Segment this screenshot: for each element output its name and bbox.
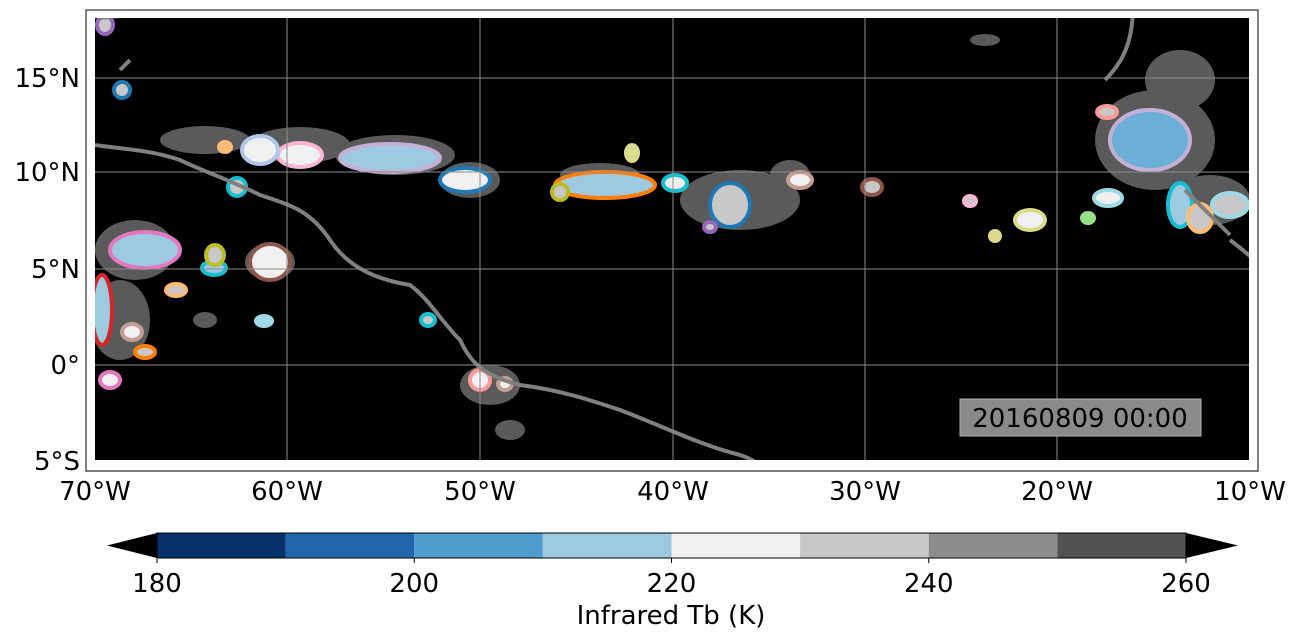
colorbar-segment [285,533,415,558]
lon-tick-label: 10°W [1214,477,1286,507]
lon-tick-label: 50°W [444,477,516,507]
colorbar-tick-label: 180 [132,569,182,599]
lon-tick-label: 70°W [59,477,131,507]
colorbar-under-arrow [107,533,157,558]
colorbar-tick-label: 260 [1161,569,1211,599]
timestamp-box: 20160809 00:00 [959,398,1202,437]
colorbar-segment [157,533,286,558]
colorbar-segment [1057,533,1186,558]
colorbar-segments [157,533,1186,558]
colorbar-tick-label: 240 [904,569,954,599]
colorbar-segment [671,533,801,558]
lat-tick-label: 15°N [14,64,80,94]
colorbar-tick-label: 200 [389,569,439,599]
lat-axis: 15°N 10°N 5°N 0° 5°S [14,64,80,477]
colorbar-segment [928,533,1058,558]
colorbar-label: Infrared Tb (K) [577,601,766,631]
colorbar-segment [800,533,929,558]
colorbar-segment [414,533,543,558]
colorbar-ticks: 180 200 220 240 260 [132,558,1211,599]
coastline [95,18,1249,460]
lon-tick-label: 30°W [829,477,901,507]
lat-tick-label: 10°N [14,158,80,188]
colorbar-segment [542,533,672,558]
colorbar-tick-label: 220 [647,569,697,599]
lon-tick-label: 40°W [637,477,709,507]
cloud-features [95,18,1249,460]
colorbar-over-arrow [1186,533,1238,558]
storm-contours [95,18,1249,392]
gridlines [95,18,1249,460]
timestamp-label: 20160809 00:00 [972,404,1188,434]
lon-axis: 70°W 60°W 50°W 40°W 30°W 20°W 10°W [59,477,1286,507]
lon-tick-label: 60°W [251,477,323,507]
lat-tick-label: 5°N [31,255,80,285]
lat-tick-label: 0° [50,351,80,381]
map-background [95,18,1249,460]
lon-tick-label: 20°W [1021,477,1093,507]
lat-tick-label: 5°S [34,447,80,477]
colorbar: 180 200 220 240 260 Infrared Tb (K) [107,532,1238,631]
